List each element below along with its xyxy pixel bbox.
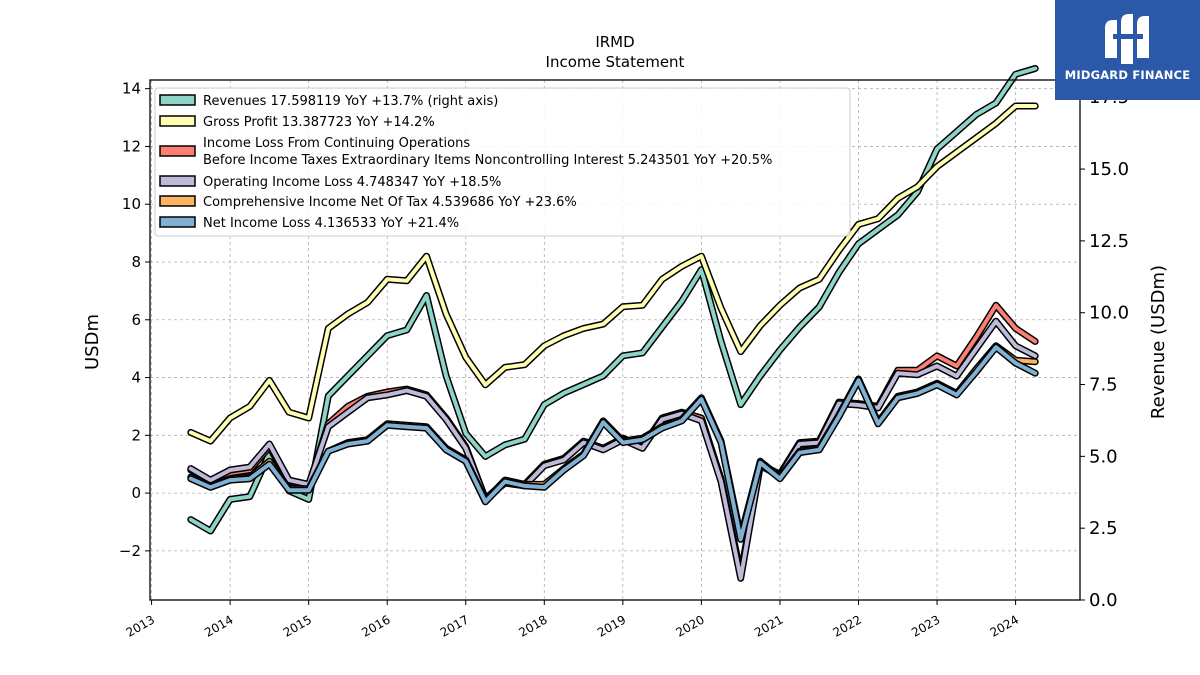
x-tick-label: 2023 [909,612,942,639]
series-outline [187,317,1039,582]
y-tick-label-left: 8 [131,253,141,271]
x-tick-label: 2022 [831,612,864,639]
brand-name: MIDGARD FINANCE [1064,68,1191,82]
y-tick-label-left: 2 [131,426,141,444]
midgard-finance-logo: MIDGARD FINANCE [1055,0,1200,100]
y-tick-label-left: 0 [131,484,141,502]
legend-label: Income Loss From Continuing Operations [203,136,470,151]
x-tick-label: 2015 [281,612,314,639]
x-tick-label: 2014 [202,612,235,639]
x-tick-label: 2013 [124,612,157,639]
legend-label: Comprehensive Income Net Of Tax 4.539686… [203,195,577,210]
y-tick-label-right: 2.5 [1089,518,1118,539]
series-line [188,104,1038,444]
y-tick-label-left: 14 [122,80,141,98]
series-line [188,345,1038,542]
x-tick-label: 2018 [516,612,549,639]
x-tick-label: 2019 [595,612,628,639]
y-tick-label-left: 12 [122,137,141,155]
series-line [188,66,1038,533]
legend-label: Revenues 17.598119 YoY +13.7% (right axi… [203,94,498,109]
y-tick-label-left: 6 [131,311,141,329]
y-tick-label-right: 15.0 [1089,159,1129,180]
y-tick-label-left: −2 [119,542,141,560]
legend-swatch [159,195,196,207]
x-tick-label: 2016 [359,612,392,639]
legend-swatch [159,216,196,228]
legend-swatch [159,115,196,127]
legend-label: Operating Income Loss 4.748347 YoY +18.5… [203,175,501,190]
midgard-logo-icon [1105,14,1149,64]
y-tick-label-right: 7.5 [1089,375,1118,396]
series-layer [187,65,1039,582]
legend-swatch [159,94,196,106]
y-tick-label-right: 0.0 [1089,590,1118,611]
y-axis-label-left: USDm [82,314,103,370]
y-tick-label-right: 10.0 [1089,303,1129,324]
legend-label: Net Income Loss 4.136533 YoY +21.4% [203,216,459,231]
x-tick-label: 2020 [673,612,706,639]
y-axis-label-right: Revenue (USDm) [1148,265,1169,419]
plot-frame [149,79,1081,601]
legend-swatch [159,145,196,157]
legend-label: Before Income Taxes Extraordinary Items … [203,153,772,168]
y-tick-label-left: 4 [131,369,141,387]
legend-swatch [159,175,196,187]
chart-subtitle: Income Statement [546,53,685,71]
x-tick-label: 2017 [438,612,471,639]
y-tick-label-right: 12.5 [1089,231,1129,252]
y-tick-label-right: 5.0 [1089,446,1118,467]
series-line [188,319,1038,581]
y-tick-label-left: 10 [122,195,141,213]
legend-label: Gross Profit 13.387723 YoY +14.2% [203,115,435,130]
legend: Revenues 17.598119 YoY +13.7% (right axi… [154,87,851,237]
x-tick-label: 2024 [988,612,1021,639]
chart-title: IRMD [595,33,634,51]
x-tick-label: 2021 [752,612,785,639]
legend-box [154,87,851,237]
